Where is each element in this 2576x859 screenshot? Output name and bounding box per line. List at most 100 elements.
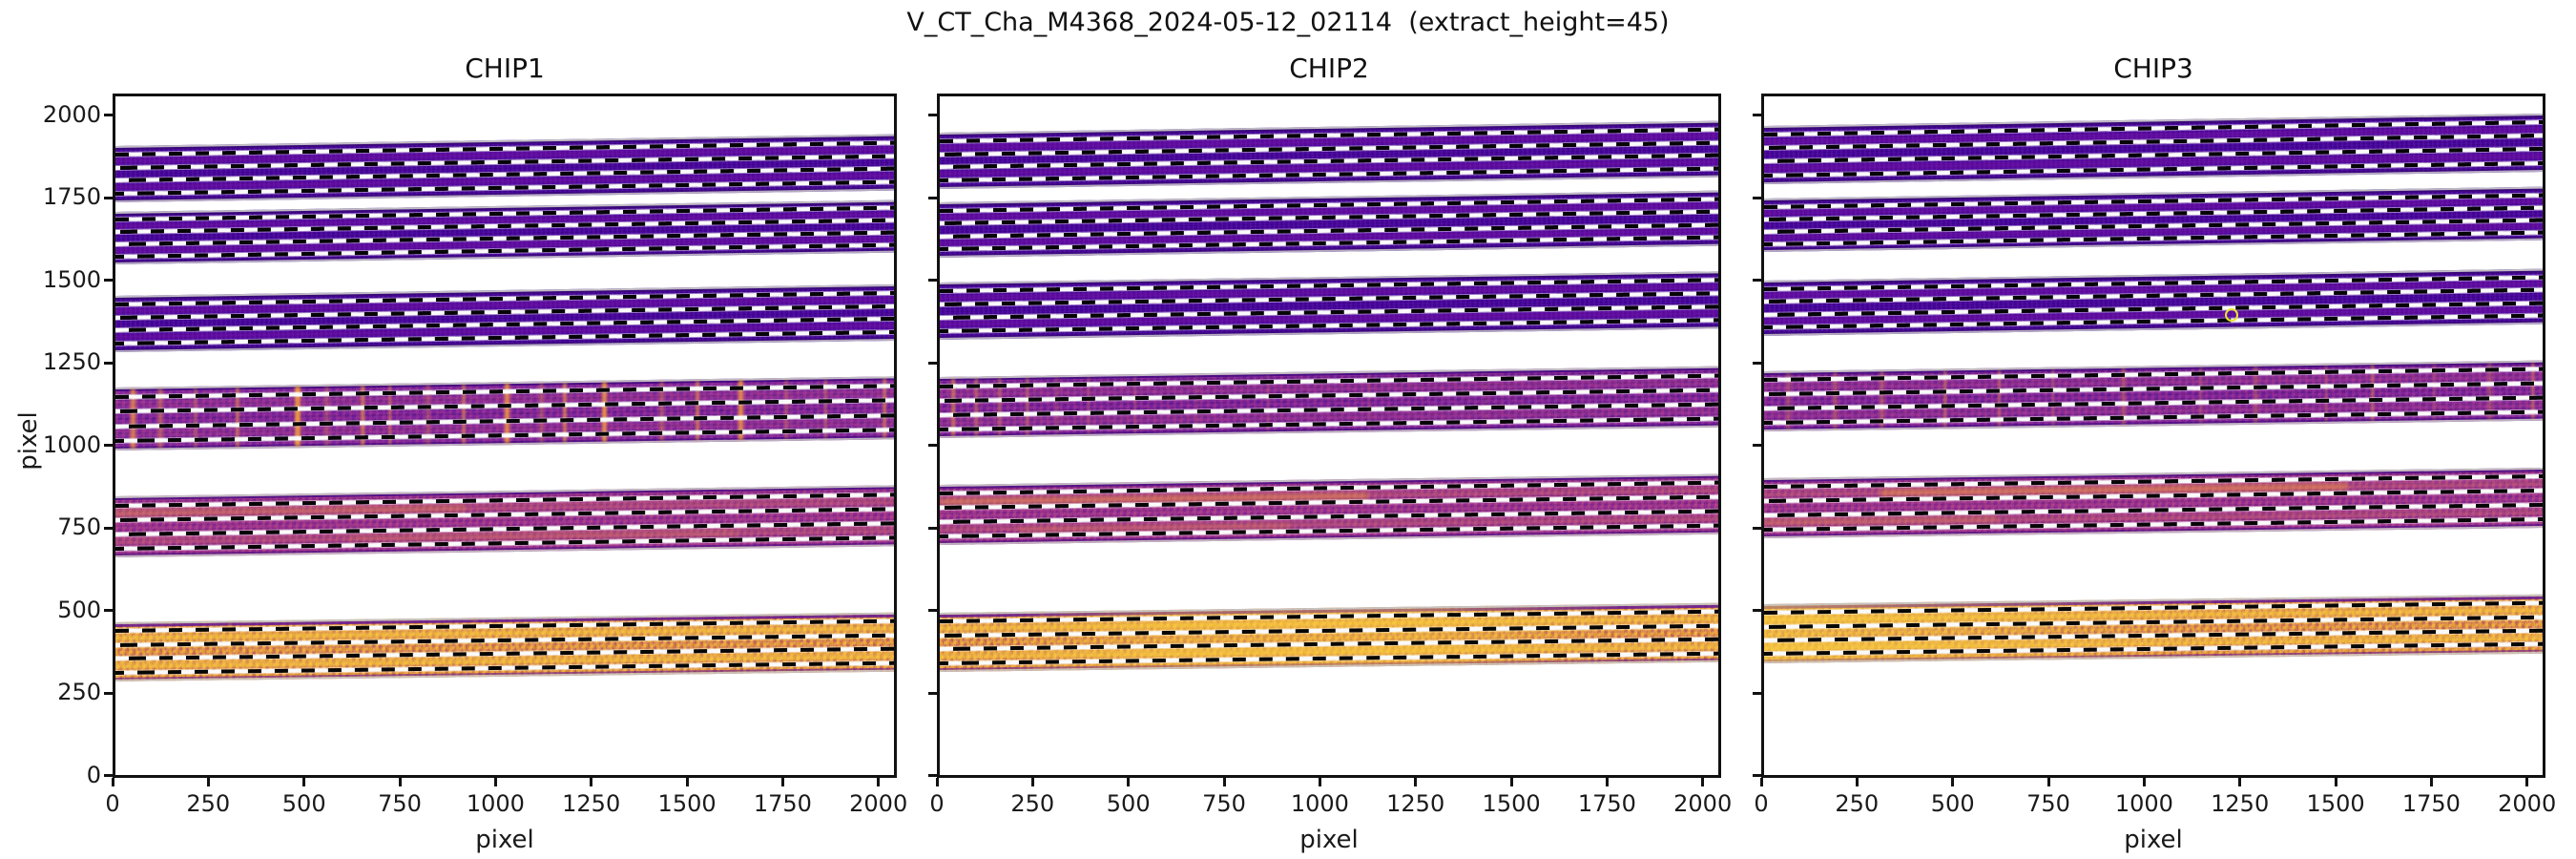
y-tick [1753, 774, 1761, 778]
x-tick-label: 750 [2026, 790, 2070, 817]
spectral-order-band-5 [115, 485, 894, 558]
x-tick-label: 250 [1010, 790, 1055, 817]
y-tick-label: 1000 [42, 430, 101, 458]
x-tick-label: 500 [1106, 790, 1151, 817]
chip-panel-CHIP3 [1761, 94, 2545, 778]
spectral-order-band-1 [1764, 114, 2543, 184]
x-tick-label: 1250 [562, 790, 621, 817]
x-tick [1222, 778, 1226, 786]
y-tick [104, 361, 113, 365]
panel-title-CHIP1: CHIP1 [465, 52, 545, 84]
y-tick [104, 114, 113, 116]
y-tick [104, 774, 113, 778]
y-tick-label: 0 [86, 761, 101, 788]
x-tick [1701, 778, 1705, 786]
x-tick-label: 500 [281, 790, 326, 817]
x-tick [780, 778, 784, 786]
x-tick [2525, 778, 2529, 786]
x-tick-label: 1750 [2401, 790, 2461, 817]
y-tick-label: 1500 [42, 265, 101, 293]
y-tick [1753, 196, 1761, 199]
x-tick [2334, 778, 2337, 786]
x-tick-label: 500 [1930, 790, 1975, 817]
y-tick [928, 691, 937, 695]
y-tick [928, 196, 937, 199]
x-tick-label: 1750 [753, 790, 812, 817]
x-tick-label: 1500 [2306, 790, 2365, 817]
chip-panel-CHIP1 [113, 94, 897, 778]
spectral-order-band-4 [1764, 360, 2543, 431]
y-tick [928, 279, 937, 282]
y-tick [1753, 444, 1761, 447]
x-tick [1855, 778, 1859, 786]
x-tick-label: 0 [1754, 790, 1769, 817]
x-tick [493, 778, 497, 786]
y-tick-label: 500 [57, 596, 101, 623]
x-tick [1509, 778, 1513, 786]
x-tick-label: 1000 [1290, 790, 1349, 817]
spectral-order-band-6 [940, 602, 1718, 672]
x-tick [1759, 778, 1763, 786]
y-tick [1753, 609, 1761, 613]
y-tick [104, 444, 113, 447]
x-axis-label: pixel [2124, 826, 2183, 854]
x-tick-label: 2000 [849, 790, 908, 817]
y-tick [928, 361, 937, 365]
y-tick-label: 250 [57, 679, 101, 706]
x-tick-label: 2000 [1673, 790, 1733, 817]
x-tick-label: 750 [1202, 790, 1246, 817]
chip-panel-CHIP2 [937, 94, 1721, 778]
spectral-order-band-5 [940, 473, 1718, 546]
y-tick [1753, 114, 1761, 116]
y-tick [104, 196, 113, 199]
x-tick-label: 0 [105, 790, 120, 817]
spectral-order-band-5 [1764, 467, 2543, 538]
y-tick [928, 609, 937, 613]
y-tick [104, 609, 113, 613]
y-tick [1753, 526, 1761, 530]
x-tick-label: 1500 [1482, 790, 1541, 817]
y-tick [928, 114, 937, 116]
x-tick [1318, 778, 1321, 786]
x-tick [685, 778, 689, 786]
x-tick [877, 778, 881, 786]
x-tick [1030, 778, 1034, 786]
x-tick-label: 1000 [466, 790, 525, 817]
y-tick [928, 774, 937, 778]
x-tick [2429, 778, 2433, 786]
x-tick [1414, 778, 1418, 786]
x-tick-label: 1750 [1577, 790, 1636, 817]
x-tick [2238, 778, 2242, 786]
x-tick-label: 250 [186, 790, 231, 817]
y-tick [1753, 691, 1761, 695]
spectral-order-band-2 [1764, 186, 2543, 252]
x-axis-label: pixel [475, 826, 534, 854]
x-tick [590, 778, 593, 786]
x-tick-label: 1000 [2114, 790, 2173, 817]
x-tick [206, 778, 210, 786]
y-tick [1753, 279, 1761, 282]
y-tick [928, 526, 937, 530]
spectral-order-band-3 [940, 271, 1718, 340]
spectral-order-band-1 [940, 120, 1718, 189]
y-tick [104, 526, 113, 530]
x-tick-label: 1250 [1386, 790, 1445, 817]
y-tick [1753, 361, 1761, 365]
x-axis-label: pixel [1299, 826, 1359, 854]
spectral-order-band-6 [1764, 594, 2543, 663]
x-tick-label: 2000 [2498, 790, 2557, 817]
spectral-order-band-2 [940, 191, 1718, 259]
y-tick [928, 444, 937, 447]
panel-title-CHIP3: CHIP3 [2113, 52, 2193, 84]
x-tick [302, 778, 306, 786]
x-tick-label: 1250 [2211, 790, 2270, 817]
y-tick-label: 1250 [42, 348, 101, 375]
y-tick-label: 1750 [42, 183, 101, 210]
x-tick [2142, 778, 2146, 786]
x-tick-label: 0 [929, 790, 945, 817]
spectral-order-band-4 [115, 375, 894, 450]
y-tick-label: 750 [57, 513, 101, 540]
panel-title-CHIP2: CHIP2 [1289, 52, 1369, 84]
spectral-order-band-4 [940, 366, 1718, 439]
